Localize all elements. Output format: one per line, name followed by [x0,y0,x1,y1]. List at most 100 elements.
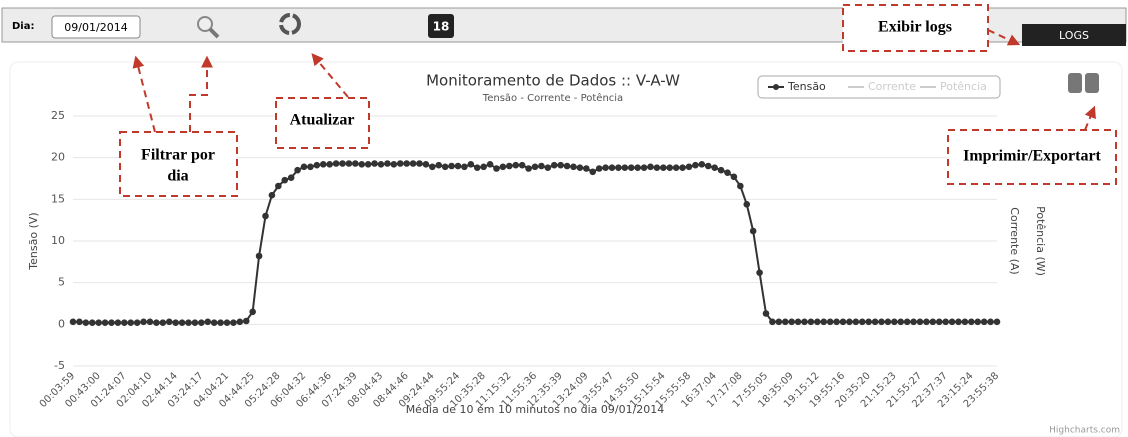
y-axis-title: Tensão (V) [27,212,40,270]
point [191,319,199,326]
point [396,160,404,167]
point [230,319,237,326]
annotation-box [119,131,238,197]
point [884,318,892,326]
y-tick-label: -5 [54,359,65,372]
point [371,160,378,167]
point [133,319,141,326]
point [935,318,943,326]
point [480,163,487,171]
point [923,318,930,326]
point [88,319,96,326]
point [570,163,577,171]
point [300,163,308,171]
point [435,161,443,169]
legend-box [757,75,1001,99]
point [544,164,552,171]
point [685,163,693,171]
point [557,161,564,169]
point [486,161,494,168]
legend-label: Potência [940,80,987,93]
print-button[interactable] [1068,73,1082,93]
point [550,161,558,169]
point [589,168,597,176]
point [672,164,680,171]
point [602,164,609,171]
point [461,163,468,171]
logs-button[interactable] [1022,24,1126,46]
point [903,318,911,326]
point [743,201,751,208]
point [441,163,449,171]
point [961,318,969,326]
export-button[interactable] [1085,73,1099,93]
point [865,318,872,326]
y-tick-label: 15 [51,192,65,205]
point [666,164,674,171]
point [223,319,231,326]
point [255,252,263,260]
point [583,165,590,172]
point [987,318,994,326]
y-tick-label: 0 [58,317,65,330]
point [653,164,661,171]
chart-panel [9,61,1123,437]
date-input[interactable] [51,15,141,39]
point [531,163,539,171]
point [473,164,481,171]
point [268,191,276,199]
point [955,318,962,326]
point [262,212,269,220]
point [692,161,699,169]
annotation: Imprimir/Exportart [963,148,1101,165]
point [403,160,410,167]
point [249,308,256,316]
point [807,318,815,326]
point [165,318,173,326]
point [749,227,757,235]
point [704,162,712,170]
point [76,318,83,326]
point [242,317,250,325]
point [762,310,770,317]
point [198,319,205,326]
point [172,319,179,326]
point [159,319,167,326]
point [275,182,282,190]
point [499,163,507,171]
point [826,318,834,326]
point [358,161,366,168]
point [916,318,924,326]
point [448,162,455,170]
point [660,164,667,171]
point [621,164,629,171]
point [852,318,860,326]
day-label: Dia: [12,21,34,32]
point [364,161,372,168]
y-tick-label: 10 [51,234,65,247]
y-tick-label: 20 [51,151,65,164]
point [717,166,725,174]
point [576,164,584,171]
point [756,269,763,276]
point [384,160,391,167]
point [634,164,641,171]
point [185,319,192,326]
point [82,319,90,326]
point [679,164,686,171]
point [974,318,982,326]
point [839,318,847,326]
y3-axis-title: Potência (W) [1034,206,1047,276]
point [153,319,160,326]
point [711,164,718,171]
point [595,165,603,172]
search-button[interactable] [197,16,220,39]
point [942,318,949,326]
refresh-button[interactable] [279,13,301,35]
point [833,318,840,326]
point [801,318,808,326]
point [820,318,828,326]
point [878,318,885,326]
point [794,318,802,326]
